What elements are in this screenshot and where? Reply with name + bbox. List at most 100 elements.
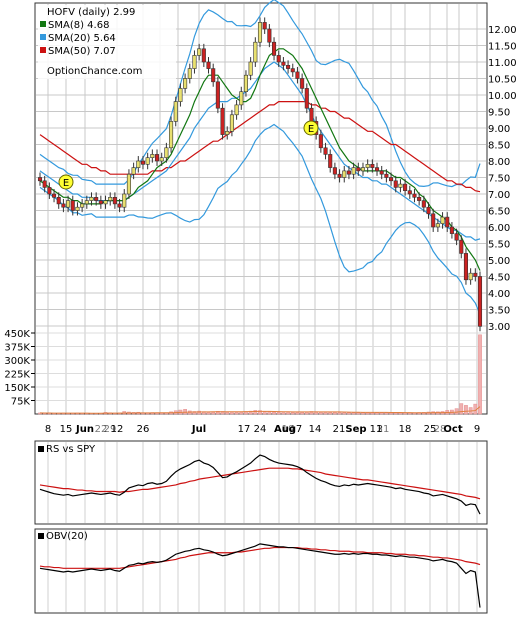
earnings-marker-label: E: [63, 178, 69, 189]
price-tick-label: 6.00: [488, 223, 510, 234]
x-tick-label: Aug: [274, 424, 296, 435]
candle-body: [351, 167, 356, 175]
candle-body: [131, 167, 136, 175]
earnings-marker: E: [58, 174, 74, 190]
volume-bar: [361, 412, 365, 415]
candle-body: [248, 61, 253, 76]
candle-body: [323, 147, 328, 155]
legend-source: OptionChance.com: [47, 66, 142, 77]
bollinger-lower-line: [39, 123, 481, 315]
price-tick-label: 8.50: [488, 141, 510, 152]
candle-body: [393, 180, 398, 188]
candle-body: [201, 48, 206, 63]
candle-body: [192, 55, 197, 69]
obv-legend-label: OBV(20): [46, 531, 88, 542]
volume-bar: [379, 412, 384, 415]
volume-bar: [398, 412, 403, 415]
x-tick-label: 11: [370, 424, 383, 435]
legend-sma20: SMA(20) 5.64: [48, 33, 116, 44]
candle-body: [117, 203, 122, 208]
candle-body: [473, 272, 478, 277]
candle-body: [304, 88, 309, 109]
candle-body: [70, 200, 75, 211]
x-tick-label-overlapped: 29: [104, 424, 117, 435]
volume-bar: [267, 411, 272, 415]
volume-bar: [323, 411, 328, 415]
legend-swatch-sma50: [40, 47, 46, 53]
rs-legend-swatch: [38, 446, 44, 452]
candle-body: [211, 68, 216, 83]
price-tick-label: 6.50: [488, 207, 510, 218]
candle-body: [407, 190, 412, 195]
price-tick-label: 3.50: [488, 306, 510, 317]
candle-body: [122, 193, 127, 208]
price-tick-label: 3.00: [488, 322, 510, 333]
volume-bar: [478, 334, 482, 415]
candle-body: [206, 61, 211, 69]
x-tick-label: Jul: [191, 424, 206, 435]
candle-body: [229, 114, 234, 132]
candle-body: [215, 81, 220, 109]
x-tick-label: 8: [45, 424, 51, 435]
obv-panel-frame: [34, 528, 488, 614]
candle-body: [75, 206, 80, 211]
volume-bar: [230, 412, 234, 415]
legend-swatch-sma8: [40, 21, 46, 27]
candle-body: [276, 55, 281, 63]
candle-body: [84, 200, 89, 205]
candle-body: [449, 226, 454, 234]
bollinger-upper-line: [39, 0, 481, 188]
x-tick-label: 12: [111, 424, 124, 435]
price-tick-label: 7.50: [488, 174, 510, 185]
candle-body: [468, 272, 473, 281]
candle-body: [426, 206, 431, 215]
volume-average-line: [39, 406, 481, 414]
candle-body: [239, 91, 244, 106]
volume-bar: [192, 411, 197, 415]
price-tick-label: 4.50: [488, 273, 510, 284]
subpanel-average-line: [39, 467, 481, 500]
candle-body: [346, 170, 351, 175]
candle-body: [164, 147, 169, 159]
obv-legend-swatch: [38, 533, 44, 539]
volume-bars: [38, 334, 482, 415]
volume-bar: [389, 412, 393, 415]
price-tick-label: 7.00: [488, 190, 510, 201]
x-tick-label-overlapped: 28: [434, 424, 447, 435]
candle-body: [267, 28, 272, 43]
candle-body: [52, 193, 57, 198]
x-tick-label-overlapped: 22: [95, 424, 108, 435]
volume-bar: [295, 412, 300, 415]
candle-body: [243, 74, 248, 92]
rs-lines: [39, 454, 481, 515]
candle-body: [342, 170, 347, 178]
candle-body: [262, 22, 267, 30]
candle-body: [290, 68, 295, 73]
candle-body: [126, 173, 131, 195]
candle-body: [66, 200, 71, 208]
volume-bar: [342, 412, 347, 415]
volume-bar: [333, 412, 337, 415]
earnings-marker: E: [303, 120, 319, 136]
legend-swatch-sma20: [40, 34, 46, 40]
x-tick-label: 15: [60, 424, 73, 435]
volume-bar: [459, 403, 464, 415]
candle-body: [300, 78, 305, 89]
x-tick-label: Sep: [345, 424, 366, 435]
candle-body: [459, 239, 464, 254]
price-axis-labels: 3.00 3.50 4.00 4.50 5.00 5.50 6.00 6.50 7.00 7.50…: [488, 25, 517, 333]
candle-body: [417, 197, 422, 201]
candle-body: [454, 233, 459, 241]
candle-body: [234, 104, 239, 116]
volume-bar: [347, 412, 351, 415]
candle-body: [379, 170, 384, 175]
price-tick-label: 5.00: [488, 256, 510, 267]
volume-bar: [197, 410, 202, 415]
candle-body: [183, 78, 188, 89]
volume-bar: [328, 412, 333, 415]
volume-bar: [337, 412, 342, 415]
candle-body: [398, 183, 403, 188]
candle-body: [286, 65, 291, 69]
x-tick-label: 18: [399, 424, 412, 435]
